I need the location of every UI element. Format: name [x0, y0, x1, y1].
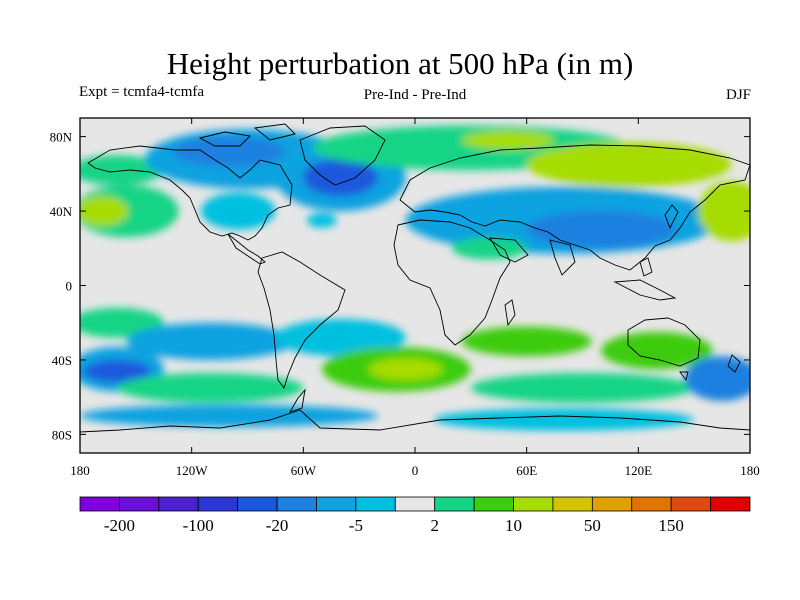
colorbar-swatch: [316, 496, 357, 512]
x-tick-label: 0: [412, 463, 419, 478]
anomaly-region: [601, 332, 713, 370]
colorbar-swatch: [710, 496, 751, 512]
colorbar-swatch: [394, 496, 436, 512]
anomaly-region: [80, 307, 164, 338]
y-tick-label: 80S: [52, 427, 72, 442]
anomaly-region: [80, 404, 378, 427]
x-tick-label: 120W: [176, 463, 209, 478]
y-tick-label: 40S: [52, 353, 72, 368]
colorbar-label: 10: [505, 516, 522, 535]
y-axis-ticks: 80N 40N 0 40S 80S: [50, 130, 750, 442]
season-label: DJF: [725, 87, 751, 103]
x-tick-label: 180: [70, 463, 90, 478]
anomaly-region: [83, 359, 151, 383]
colorbar-swatch: [197, 496, 239, 512]
y-tick-label: 40N: [50, 204, 73, 219]
colorbar-label: -5: [349, 516, 363, 535]
colorbar-label: 50: [584, 516, 601, 535]
anomaly-region: [433, 408, 695, 431]
anomaly-region: [80, 196, 129, 226]
x-tick-label: 180: [740, 463, 760, 478]
colorbar-swatch: [434, 496, 475, 512]
y-tick-label: 0: [66, 279, 73, 294]
colorbar-swatch: [79, 496, 120, 512]
anomaly-region: [697, 181, 750, 241]
comparison-label: Pre-Ind - Pre-Ind: [363, 87, 467, 103]
colorbar-swatch: [670, 496, 711, 512]
colorbar-swatch: [513, 496, 554, 512]
colorbar-swatch: [473, 496, 514, 512]
anomaly-region: [368, 358, 443, 381]
x-axis-ticks: 180 120W 60W 0 60E 120E 180: [70, 118, 760, 478]
colorbar-swatch: [355, 496, 396, 512]
colorbar-swatch: [119, 496, 160, 512]
anomaly-region: [461, 131, 555, 150]
anomaly-region: [200, 192, 276, 230]
x-tick-label: 120E: [625, 463, 653, 478]
coastlines: [80, 123, 750, 433]
anomaly-region: [684, 356, 750, 401]
colorbar-swatch: [276, 496, 317, 512]
x-tick-label: 60W: [291, 463, 317, 478]
colorbar-swatch: [631, 496, 672, 512]
chart-title: Height perturbation at 500 hPa (in m): [166, 46, 634, 81]
anomaly-region: [526, 142, 732, 187]
colorbar-swatch: [591, 496, 633, 512]
anomaly-region: [470, 372, 695, 403]
x-tick-label: 60E: [516, 463, 537, 478]
colorbar-label: 150: [658, 516, 684, 535]
colorbar-swatch: [552, 496, 593, 512]
experiment-label: Expt = tcmfa4-tcmfa: [79, 84, 205, 100]
anomaly-region: [173, 136, 285, 167]
anomaly-region: [307, 212, 337, 228]
anomaly-region: [526, 211, 676, 249]
anomaly-region: [275, 319, 406, 357]
anomaly-region: [126, 322, 295, 360]
colorbar-label: 2: [430, 516, 439, 535]
colorbar-swatch: [158, 496, 199, 512]
colorbar-label: -100: [183, 516, 214, 535]
colorbar-label: -20: [266, 516, 289, 535]
anomaly-region: [117, 372, 304, 403]
colorbar: -200 -100 -20 -5 2 10 50 150: [79, 496, 751, 535]
anomaly-region: [452, 237, 527, 260]
anomaly-region: [461, 326, 592, 357]
anomaly-region: [80, 155, 164, 185]
anomaly-field: [80, 125, 750, 431]
colorbar-label: -200: [104, 516, 135, 535]
colorbar-swatch: [237, 496, 278, 512]
anomaly-region: [303, 158, 378, 197]
y-tick-label: 80N: [50, 130, 73, 145]
